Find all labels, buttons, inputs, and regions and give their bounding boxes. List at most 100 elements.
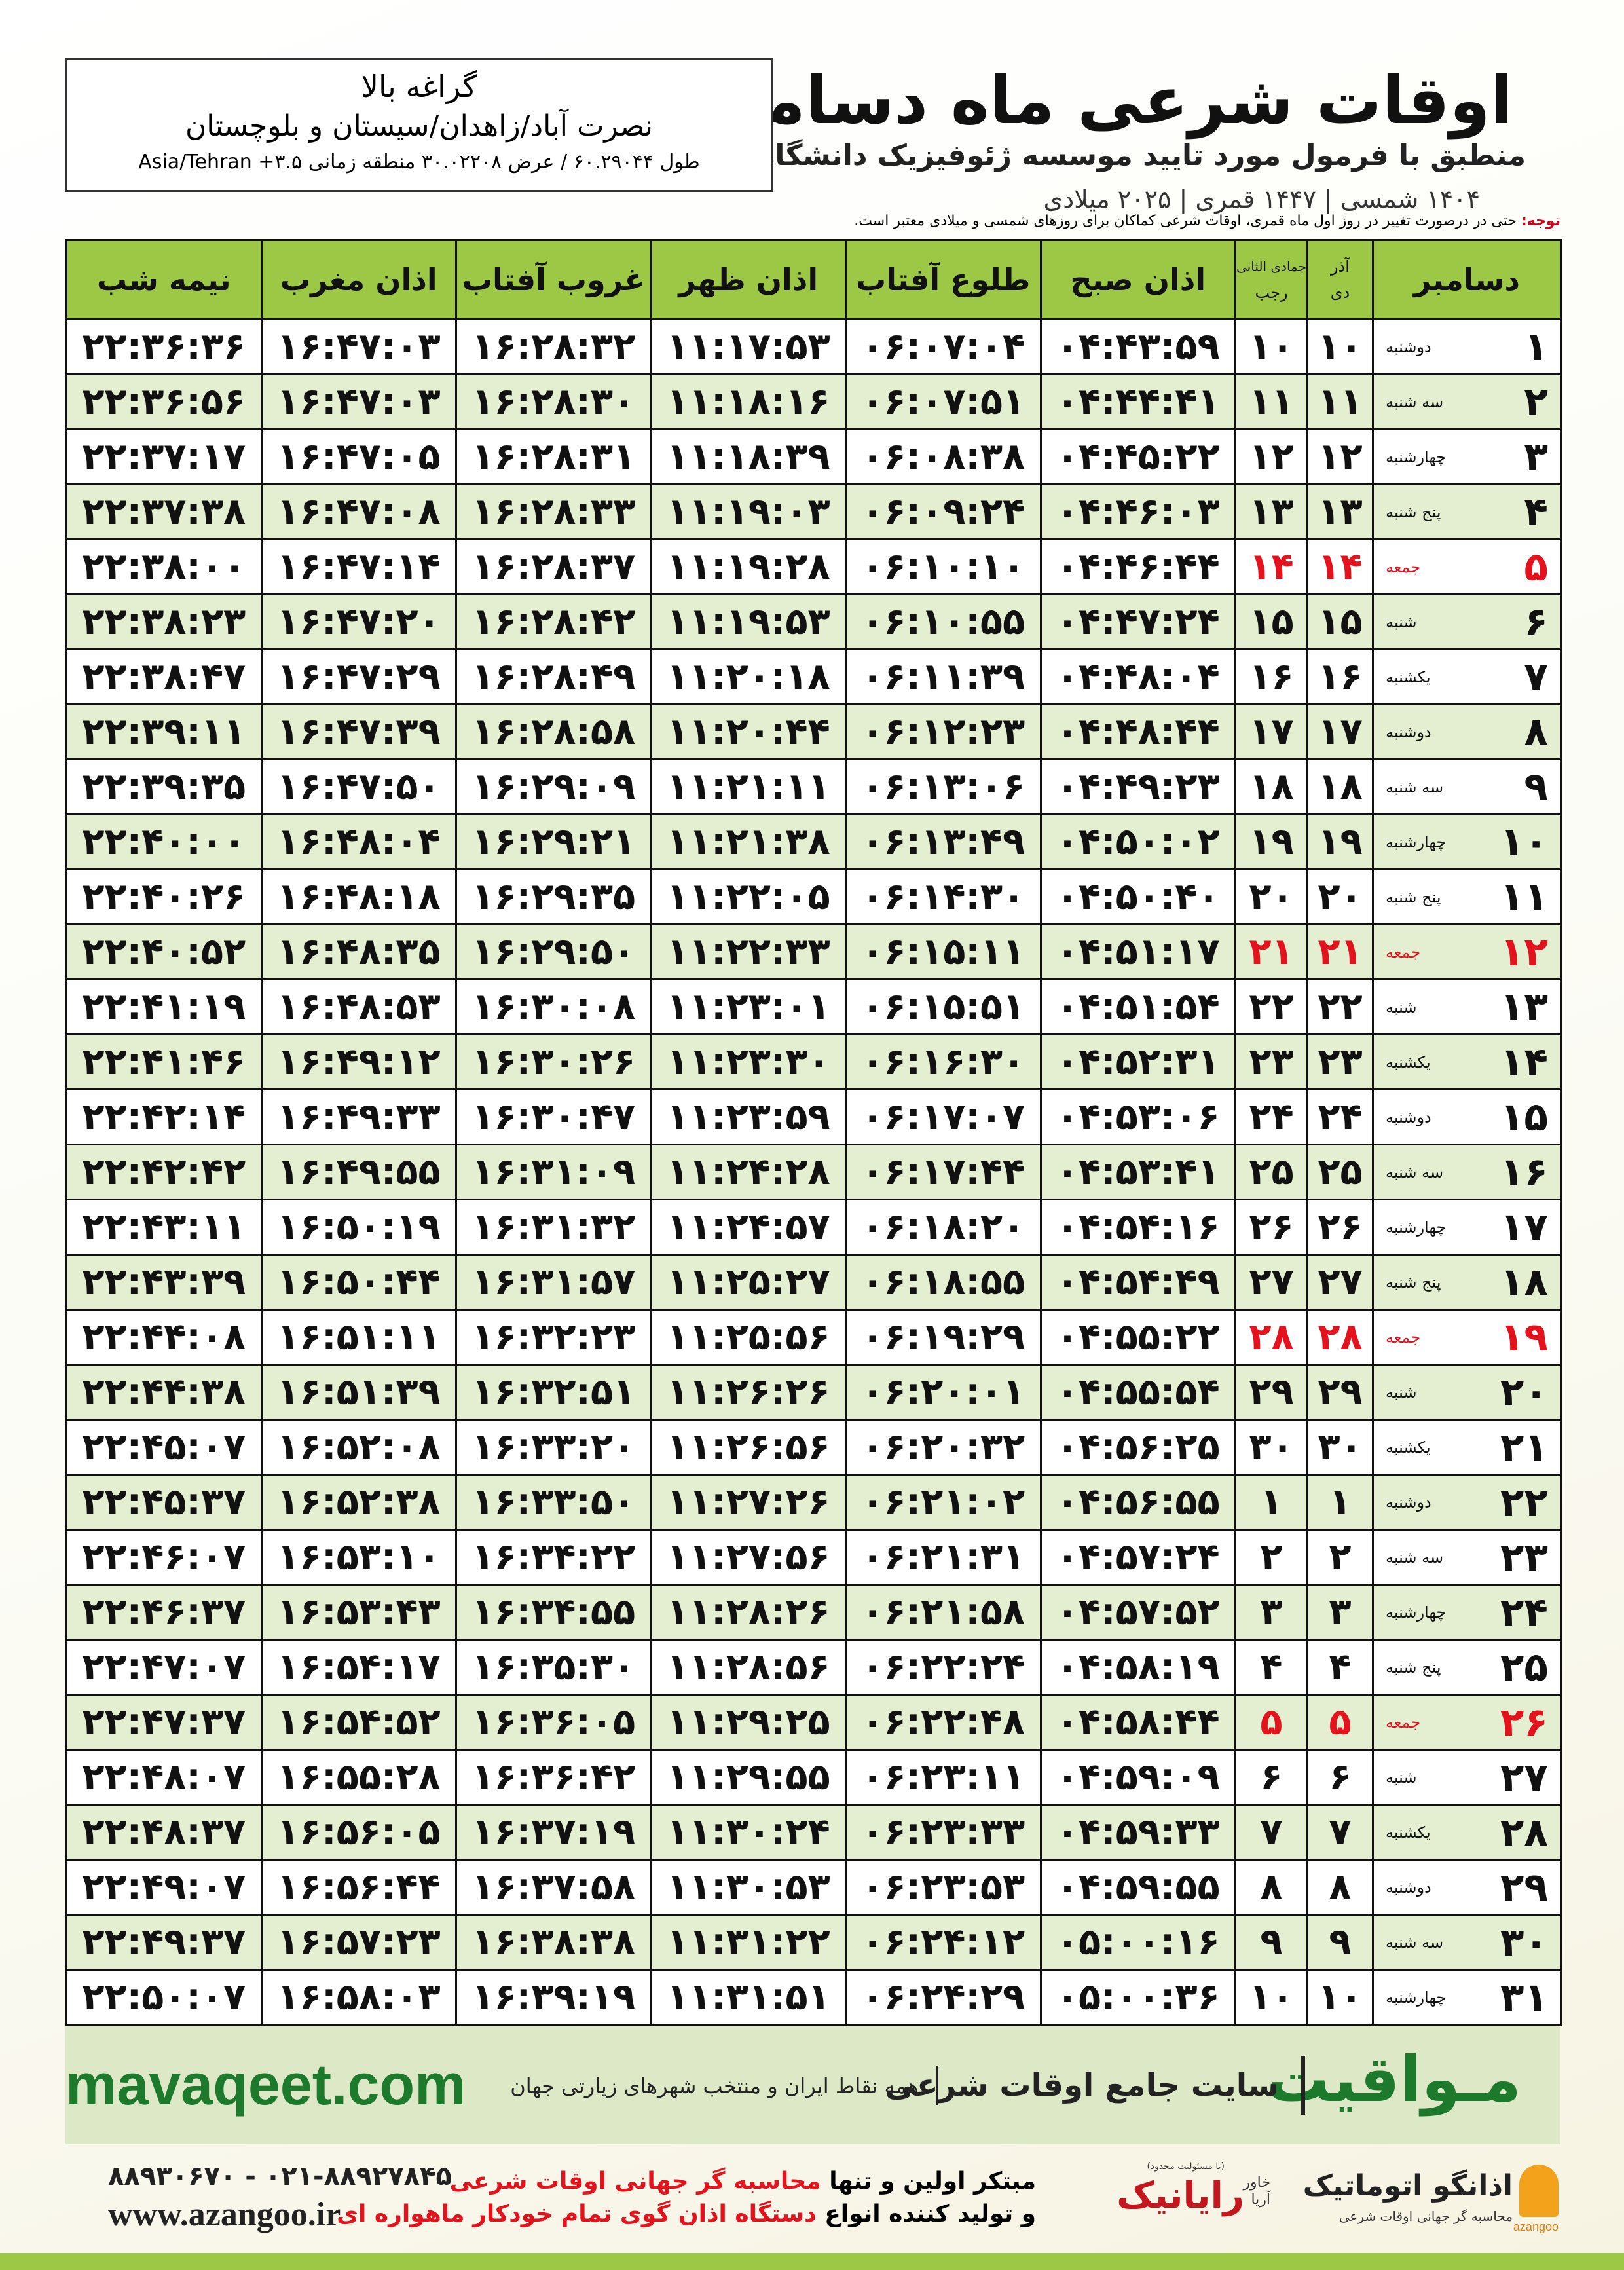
day-wrap: ۱۹ جمعه: [1375, 1314, 1559, 1360]
time-cell: ۱۱:۲۲:۰۵: [650, 868, 847, 925]
partner-logo: رایانیک: [1116, 2174, 1244, 2217]
day-wrap: ۱۲ جمعه: [1375, 929, 1559, 975]
day-number: ۱۰: [1500, 819, 1548, 865]
table-row: ۱۲ جمعه ۲۱ ۲۱ ۰۴:۵۱:۱۷ ۰۶:۱۵:۱۱ ۱۱:۲۲:۳۳ ۱۶:۲۹:…: [65, 923, 1562, 980]
day-wrap: ۲۴ چهارشنبه: [1375, 1590, 1559, 1635]
time-cell: ۱۶:۳۵:۳۰: [455, 1639, 652, 1696]
day-number: ۹: [1524, 764, 1548, 810]
qamari-day: ۱: [1234, 1474, 1308, 1531]
day-cell: ۱۴ یکشنبه: [1372, 1033, 1562, 1090]
time-cell: ۲۲:۴۹:۰۷: [65, 1859, 263, 1916]
day-number: ۱۳: [1500, 984, 1548, 1030]
time-cell: ۰۶:۲۳:۵۳: [845, 1859, 1042, 1916]
shamsi-day: ۱۷: [1306, 703, 1374, 760]
location-region: نصرت آباد/زاهدان/سیستان و بلوچستان: [185, 109, 654, 143]
time-cell: ۱۶:۵۳:۴۳: [260, 1584, 457, 1641]
time-header: اذان مغرب: [260, 239, 457, 320]
qamari-day: ۲۰: [1234, 868, 1308, 925]
time-cell: ۰۴:۵۵:۵۴: [1039, 1364, 1236, 1421]
table-row: ۱۶ سه شنبه ۲۵ ۲۵ ۰۴:۵۳:۴۱ ۰۶:۱۷:۴۴ ۱۱:۲۴:۲۸ ۱۶:…: [65, 1144, 1562, 1200]
qamari-day: ۱۲: [1234, 428, 1308, 485]
shamsi-bottom: دی: [1330, 284, 1350, 302]
table-row: ۳۱ چهارشنبه ۱۰ ۱۰ ۰۵:۰۰:۳۶ ۰۶:۲۴:۲۹ ۱۱:۳۱:۵۱ ۱۶…: [65, 1969, 1562, 2026]
time-cell: ۱۶:۲۹:۰۹: [455, 758, 652, 815]
time-cell: ۱۶:۵۵:۲۸: [260, 1749, 457, 1806]
weekday: جمعه: [1386, 557, 1421, 576]
time-cell: ۱۶:۵۶:۴۴: [260, 1859, 457, 1916]
location-name: گراغه بالا: [361, 69, 477, 104]
time-cell: ۱۶:۵۶:۰۵: [260, 1804, 457, 1861]
table-row: ۲۵ پنج شنبه ۴ ۴ ۰۴:۵۸:۱۹ ۰۶:۲۲:۲۴ ۱۱:۲۸:۵۶ ۱۶:۳…: [65, 1639, 1562, 1696]
qamari-day: ۶: [1234, 1749, 1308, 1806]
day-wrap: ۱۳ شنبه: [1375, 984, 1559, 1030]
time-cell: ۱۱:۲۳:۳۰: [650, 1033, 847, 1090]
time-cell: ۱۱:۳۱:۲۲: [650, 1914, 847, 1971]
time-cell: ۱۶:۳۰:۴۷: [455, 1088, 652, 1145]
time-cell: ۰۴:۵۱:۱۷: [1039, 923, 1236, 980]
weekday: پنج شنبه: [1386, 502, 1441, 521]
day-cell: ۲۲ دوشنبه: [1372, 1474, 1562, 1531]
qamari-day: ۲۶: [1234, 1199, 1308, 1256]
time-cell: ۱۶:۵۷:۲۳: [260, 1914, 457, 1971]
day-wrap: ۲۸ یکشنبه: [1375, 1810, 1559, 1855]
day-number: ۱۹: [1500, 1314, 1548, 1360]
time-cell: ۲۲:۴۲:۴۲: [65, 1144, 263, 1200]
time-cell: ۱۶:۳۶:۰۵: [455, 1694, 652, 1751]
day-cell: ۳۱ چهارشنبه: [1372, 1969, 1562, 2026]
time-cell: ۱۶:۲۸:۵۸: [455, 703, 652, 760]
time-cell: ۱۶:۳۹:۱۹: [455, 1969, 652, 2026]
table-row: ۲۶ جمعه ۵ ۵ ۰۴:۵۸:۴۴ ۰۶:۲۲:۴۸ ۱۱:۲۹:۲۵ ۱۶:۳۶:۰۵…: [65, 1694, 1562, 1751]
logo-icon: [1519, 2165, 1559, 2217]
day-cell: ۷ یکشنبه: [1372, 648, 1562, 705]
day-cell: ۶ شنبه: [1372, 593, 1562, 650]
qamari-day: ۲: [1234, 1529, 1308, 1586]
time-cell: ۰۶:۲۴:۲۹: [845, 1969, 1042, 2026]
time-cell: ۱۶:۵۱:۱۱: [260, 1309, 457, 1366]
time-cell: ۰۶:۲۰:۳۲: [845, 1419, 1042, 1476]
shamsi-day: ۲: [1306, 1529, 1374, 1586]
time-cell: ۰۶:۲۱:۰۲: [845, 1474, 1042, 1531]
time-cell: ۰۶:۲۰:۰۱: [845, 1364, 1042, 1421]
shamsi-day: ۲۱: [1306, 923, 1374, 980]
note-text: حتی در درصورت تغییر در روز اول ماه قمری،…: [854, 213, 1517, 229]
time-cell: ۱۱:۲۸:۵۶: [650, 1639, 847, 1696]
day-wrap: ۶ شنبه: [1375, 599, 1559, 645]
weekday: سه شنبه: [1386, 392, 1444, 411]
day-cell: ۱۹ جمعه: [1372, 1309, 1562, 1366]
time-cell: ۱۶:۳۳:۵۰: [455, 1474, 652, 1531]
shamsi-day: ۹: [1306, 1914, 1374, 1971]
time-cell: ۱۶:۵۰:۴۴: [260, 1254, 457, 1311]
weekday: چهارشنبه: [1386, 1988, 1447, 2007]
weekday: جمعه: [1386, 942, 1421, 961]
weekday: چهارشنبه: [1386, 447, 1447, 466]
day-cell: ۳ چهارشنبه: [1372, 428, 1562, 485]
day-cell: ۲۸ یکشنبه: [1372, 1804, 1562, 1861]
qamari-day: ۱۳: [1234, 483, 1308, 540]
weekday: پنج شنبه: [1386, 887, 1441, 906]
time-cell: ۲۲:۴۱:۱۹: [65, 978, 263, 1035]
time-cell: ۲۲:۴۱:۴۶: [65, 1033, 263, 1090]
day-cell: ۱۶ سه شنبه: [1372, 1144, 1562, 1200]
time-cell: ۱۶:۳۷:۱۹: [455, 1804, 652, 1861]
day-wrap: ۲۵ پنج شنبه: [1375, 1645, 1559, 1690]
table-body: ۱ دوشنبه ۱۰ ۱۰ ۰۴:۴۳:۵۹ ۰۶:۰۷:۰۴ ۱۱:۱۷:۵۳ ۱۶:۲۸…: [65, 318, 1562, 2026]
time-cell: ۱۶:۴۷:۰۵: [260, 428, 457, 485]
day-wrap: ۲۰ شنبه: [1375, 1369, 1559, 1415]
url: mavaqeet.com: [65, 2052, 466, 2117]
table-row: ۲۰ شنبه ۲۹ ۲۹ ۰۴:۵۵:۵۴ ۰۶:۲۰:۰۱ ۱۱:۲۶:۲۶ ۱۶:۳۲:…: [65, 1364, 1562, 1421]
day-wrap: ۷ یکشنبه: [1375, 654, 1559, 700]
day-wrap: ۱۸ پنج شنبه: [1375, 1259, 1559, 1305]
time-cell: ۱۶:۴۷:۰۳: [260, 318, 457, 375]
qamari-day: ۲۴: [1234, 1088, 1308, 1145]
time-cell: ۰۶:۱۳:۰۶: [845, 758, 1042, 815]
time-cell: ۰۶:۱۹:۲۹: [845, 1309, 1042, 1366]
weekday: چهارشنبه: [1386, 832, 1447, 851]
time-cell: ۰۶:۱۰:۵۵: [845, 593, 1042, 650]
day-wrap: ۱۴ یکشنبه: [1375, 1039, 1559, 1085]
qamari-day: ۲۵: [1234, 1144, 1308, 1200]
table-row: ۱۸ پنج شنبه ۲۷ ۲۷ ۰۴:۵۴:۴۹ ۰۶:۱۸:۵۵ ۱۱:۲۵:۲۷ ۱۶…: [65, 1254, 1562, 1311]
time-cell: ۱۶:۳۳:۲۰: [455, 1419, 652, 1476]
time-cell: ۰۶:۱۵:۱۱: [845, 923, 1042, 980]
day-cell: ۱ دوشنبه: [1372, 318, 1562, 375]
shamsi-day: ۱۸: [1306, 758, 1374, 815]
